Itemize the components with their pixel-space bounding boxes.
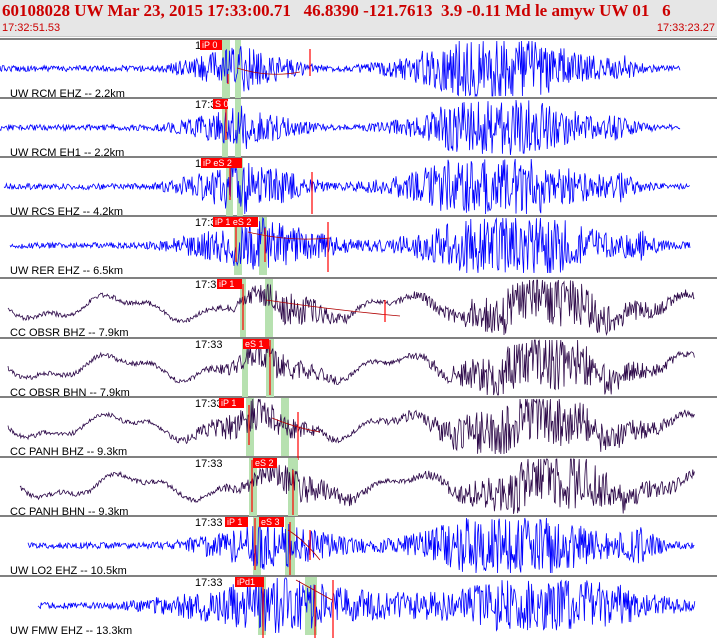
pick-window: [234, 217, 242, 275]
coda-envelope: [236, 67, 301, 75]
panel-time-label: 17:33: [195, 398, 223, 410]
panel-time-label: 17:33: [195, 339, 223, 351]
trace-panel: 17:33 eS 2 CC PANH BHN -- 9.3km: [10, 458, 695, 518]
pick-tag-label: iPd1: [237, 577, 255, 587]
waveform-trace: [7, 398, 695, 455]
coda-envelope: [247, 231, 331, 240]
pick-tag-label: iP 1: [227, 517, 242, 527]
pick-tag-label: iP 1 eS 2: [215, 217, 251, 227]
station-label: UW RCS EHZ -- 4.2km: [10, 206, 123, 218]
pick-tag[interactable]: [253, 458, 277, 468]
pick-tag-label: eS 2: [255, 458, 274, 468]
waveform-trace: [7, 279, 695, 336]
pick-tag[interactable]: [213, 217, 258, 227]
pick-tag[interactable]: [243, 339, 269, 349]
waveform-trace: [37, 577, 696, 634]
trace-panel: 17:33 iP 1 eS 3 UW LO2 EHZ -- 10.5km: [10, 517, 695, 577]
panel-time-label: 17:33: [195, 517, 223, 529]
pick-tag[interactable]: [217, 279, 242, 289]
pick-tag-label: iP eS 2: [203, 158, 232, 168]
waveform-trace: [9, 216, 691, 274]
pick-window: [249, 458, 257, 516]
pick-window: [242, 339, 248, 397]
pick-window: [222, 40, 230, 98]
pick-tag[interactable]: [213, 99, 228, 109]
station-label: UW RCM EHZ -- 2.2km: [10, 88, 125, 100]
pick-tag[interactable]: [235, 577, 264, 587]
pick-window: [253, 517, 261, 575]
panel-time-label: 17:33: [195, 577, 223, 589]
waveform-trace: [19, 458, 695, 514]
station-label: CC PANH BHN -- 9.3km: [10, 506, 128, 518]
pick-tag[interactable]: [259, 517, 284, 527]
station-label: CC OBSR BHZ -- 7.9km: [10, 327, 129, 339]
pick-tag[interactable]: [200, 40, 222, 50]
pick-window: [265, 279, 273, 337]
waveform-trace: [7, 339, 695, 396]
station-label: UW RCM EH1 -- 2.2km: [10, 147, 124, 159]
waveform-trace: [0, 40, 681, 98]
coda-envelope: [295, 579, 333, 601]
panel-time-label: 17:33: [195, 458, 223, 470]
trace-panel: 17:33 iPd1 UW FMW EHZ -- 13.3km: [10, 577, 696, 638]
station-label: UW FMW EHZ -- 13.3km: [10, 625, 132, 637]
waveform-trace: [0, 99, 681, 156]
panel-time-label: 17:33: [195, 279, 223, 291]
pick-tag-label: iP 1: [219, 279, 234, 289]
station-label: UW RER EHZ -- 6.5km: [10, 265, 123, 277]
trace-panel: 17:33 eS 1 CC OBSR BHN -- 7.9km: [7, 339, 695, 399]
event-header: 60108028 UW Mar 23, 2015 17:33:00.71 46.…: [0, 0, 717, 37]
window-end-time: 17:33:23.27: [656, 22, 715, 34]
pick-tag-label: eS 1: [245, 339, 264, 349]
waveform-trace: [3, 158, 690, 215]
pick-tag-label: eS 3: [261, 517, 280, 527]
seismogram-plot: 17:33 iP 0 UW RCM EHZ -- 2.2km 17:33 S 0 UW R…: [0, 38, 717, 638]
coda-envelope: [287, 529, 321, 561]
station-label: UW LO2 EHZ -- 10.5km: [10, 565, 127, 577]
pick-tag-label: iP 0: [202, 40, 217, 50]
pick-tag-label: S 0: [215, 99, 229, 109]
window-start-time: 17:32:51.53: [2, 22, 61, 34]
pick-tag-label: iP 1: [221, 398, 236, 408]
trace-panel: 17:33S 0UW RCM EH1 -- 2.2km: [0, 99, 681, 159]
coda-envelope: [271, 417, 321, 433]
pick-tag[interactable]: [219, 398, 244, 408]
event-title: 60108028 UW Mar 23, 2015 17:33:00.71 46.…: [2, 1, 671, 20]
pick-tag[interactable]: [201, 158, 242, 168]
pick-tag[interactable]: [225, 517, 248, 527]
pick-window: [281, 398, 289, 456]
pick-window: [259, 217, 267, 275]
station-label: CC OBSR BHN -- 7.9km: [10, 387, 130, 399]
waveform-trace: [27, 517, 695, 574]
station-label: CC PANH BHZ -- 9.3km: [10, 446, 127, 458]
